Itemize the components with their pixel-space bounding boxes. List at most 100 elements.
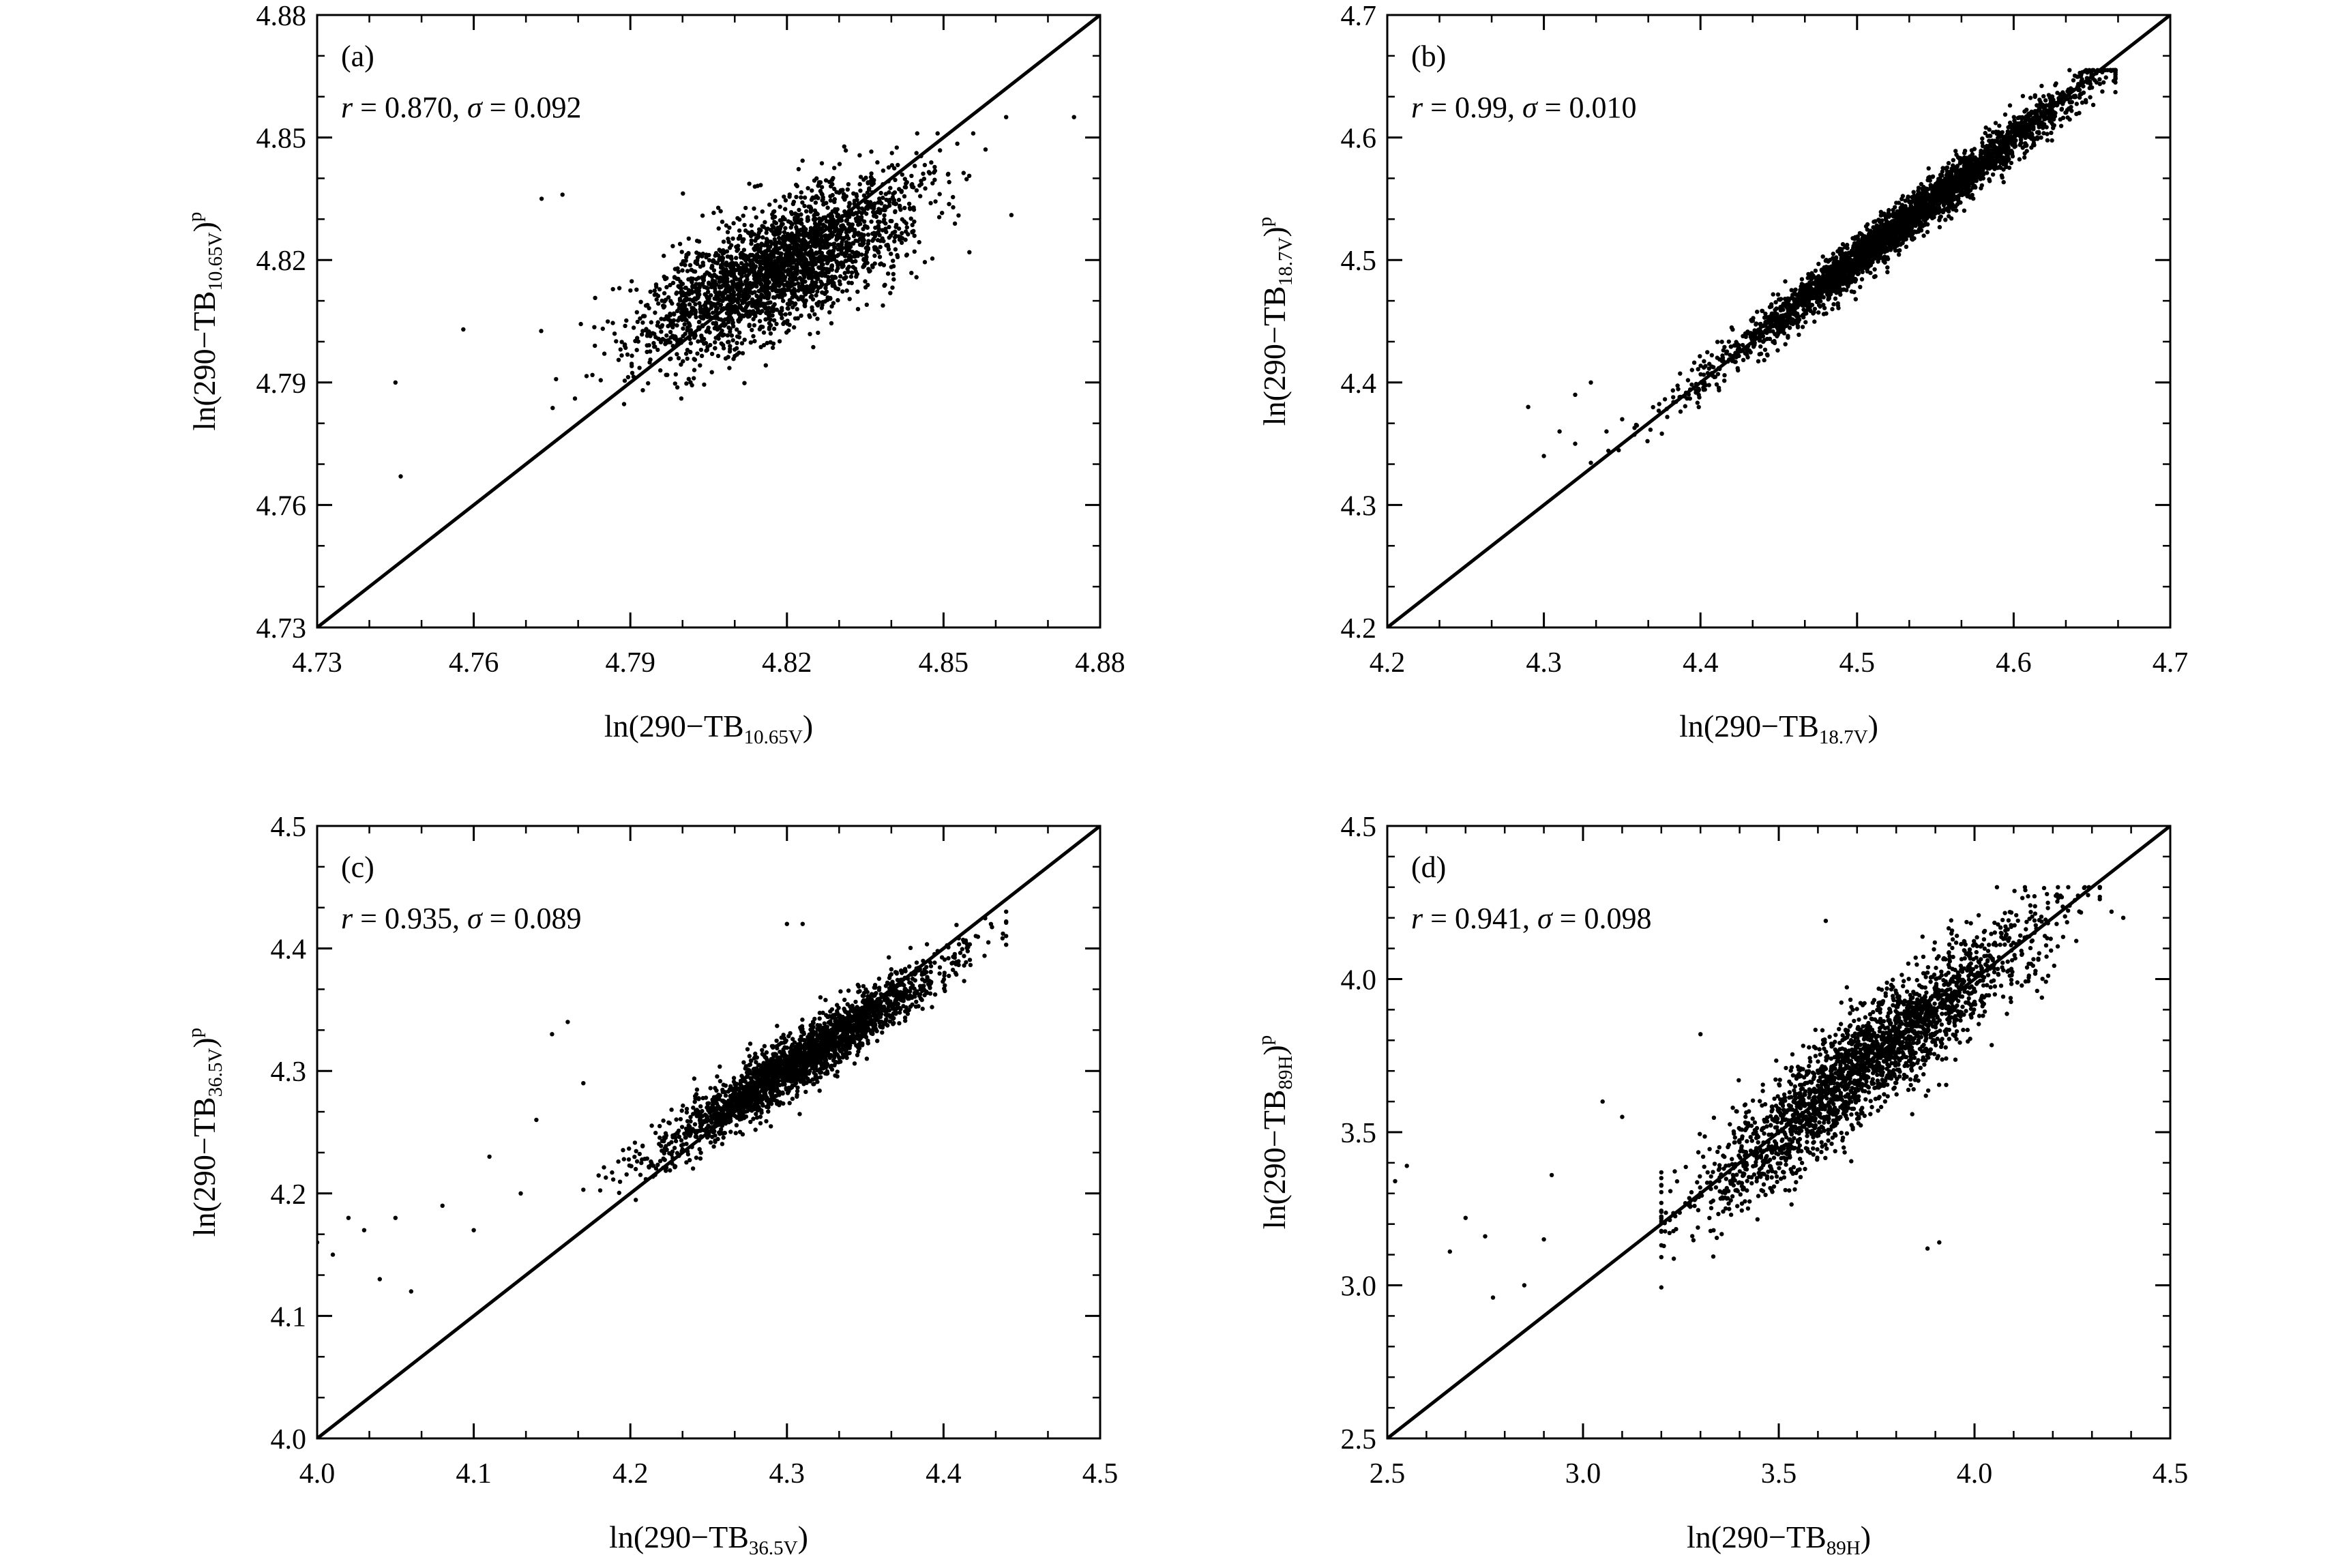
- data-point: [709, 273, 713, 278]
- data-point: [622, 402, 626, 406]
- data-point: [2028, 95, 2032, 100]
- data-point: [741, 213, 745, 218]
- data-point: [765, 296, 769, 300]
- data-point: [703, 307, 707, 311]
- data-point: [928, 171, 932, 175]
- x-tick-label: 4.73: [292, 647, 342, 679]
- data-point: [1954, 153, 1958, 157]
- data-point: [716, 206, 720, 210]
- data-point: [711, 258, 715, 262]
- data-point: [705, 345, 709, 349]
- data-point: [814, 201, 818, 205]
- data-point: [1957, 156, 1962, 160]
- data-point: [835, 269, 839, 273]
- data-point: [816, 331, 820, 335]
- data-point: [656, 337, 660, 341]
- data-point: [1903, 204, 1907, 208]
- data-point: [790, 237, 795, 241]
- data-point: [832, 284, 836, 288]
- data-point: [585, 374, 589, 378]
- data-point: [870, 263, 874, 267]
- data-point: [810, 284, 814, 288]
- data-point: [866, 181, 870, 185]
- data-point: [748, 253, 752, 257]
- data-point: [617, 358, 621, 362]
- data-point: [865, 250, 869, 254]
- data-point: [953, 222, 957, 226]
- data-point: [649, 290, 653, 294]
- data-point: [2080, 100, 2084, 104]
- data-point: [1697, 405, 1701, 409]
- data-point: [701, 261, 705, 265]
- data-point: [733, 347, 737, 351]
- data-point: [791, 202, 795, 206]
- data-point: [911, 230, 915, 234]
- data-point: [753, 239, 757, 243]
- data-point: [1897, 248, 1902, 252]
- data-point: [861, 177, 866, 181]
- data-point: [1963, 149, 1967, 153]
- data-point: [795, 218, 799, 222]
- data-point: [697, 285, 701, 289]
- data-point: [705, 252, 709, 256]
- data-point: [898, 237, 902, 241]
- data-point: [723, 269, 727, 273]
- data-point: [750, 223, 754, 227]
- data-point: [689, 341, 693, 345]
- data-point: [685, 348, 690, 352]
- data-point: [689, 328, 693, 332]
- data-point: [680, 250, 684, 254]
- data-point: [915, 275, 919, 279]
- data-point: [861, 241, 866, 245]
- data-point: [687, 322, 691, 326]
- data-point: [695, 351, 699, 355]
- data-point: [740, 313, 744, 317]
- data-point: [814, 194, 818, 198]
- data-point: [804, 209, 808, 213]
- data-point: [813, 212, 817, 216]
- data-point: [672, 312, 676, 316]
- data-point: [686, 277, 690, 281]
- data-point: [881, 196, 885, 200]
- data-point: [889, 219, 893, 223]
- data-point: [786, 328, 790, 332]
- data-point: [728, 255, 732, 259]
- data-point: [936, 131, 940, 135]
- data-point: [909, 174, 913, 178]
- data-point: [760, 235, 765, 239]
- data-point: [833, 276, 838, 280]
- data-point: [912, 220, 916, 224]
- data-point: [711, 278, 715, 282]
- data-point: [726, 340, 730, 344]
- data-point: [784, 312, 788, 316]
- outlier-point: [539, 196, 544, 201]
- data-point: [775, 248, 779, 252]
- data-point: [731, 338, 735, 342]
- data-point: [702, 276, 706, 280]
- data-point: [866, 283, 870, 287]
- data-point: [763, 220, 767, 224]
- data-point: [679, 303, 683, 307]
- data-point: [748, 282, 752, 286]
- data-point: [855, 290, 859, 294]
- data-point: [773, 285, 777, 289]
- data-point: [947, 180, 951, 184]
- data-point: [1651, 405, 1655, 409]
- data-point: [697, 320, 701, 324]
- data-point: [1938, 225, 1942, 229]
- data-point: [751, 334, 755, 338]
- data-point: [876, 250, 881, 254]
- data-point: [917, 183, 921, 188]
- data-point: [1996, 136, 2000, 140]
- data-point: [637, 366, 641, 370]
- data-point: [1852, 290, 1856, 294]
- data-point: [1946, 202, 1950, 206]
- y-axis-label-close: ): [187, 222, 222, 232]
- data-point: [890, 286, 894, 290]
- data-point: [700, 254, 704, 258]
- outlier-point: [398, 474, 402, 478]
- data-point: [787, 194, 791, 198]
- data-point: [2000, 175, 2005, 179]
- data-point: [677, 285, 681, 289]
